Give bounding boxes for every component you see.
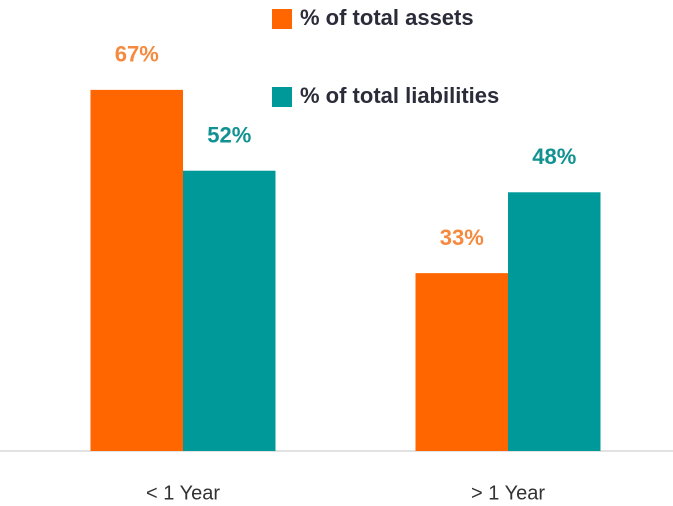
value-label: 52%	[207, 123, 251, 148]
bar	[508, 192, 601, 451]
bar	[415, 273, 508, 451]
bar	[90, 89, 183, 452]
legend-swatch	[272, 87, 292, 107]
legend-label: % of total assets	[300, 5, 474, 30]
value-label: 33%	[440, 225, 484, 250]
value-label: 48%	[532, 144, 576, 169]
x-tick-label: < 1 Year	[146, 482, 220, 504]
legend-label: % of total liabilities	[300, 83, 499, 108]
x-tick-label: > 1 Year	[471, 482, 545, 504]
legend-swatch	[272, 9, 292, 29]
bar	[183, 170, 276, 451]
value-label: 67%	[115, 42, 159, 67]
